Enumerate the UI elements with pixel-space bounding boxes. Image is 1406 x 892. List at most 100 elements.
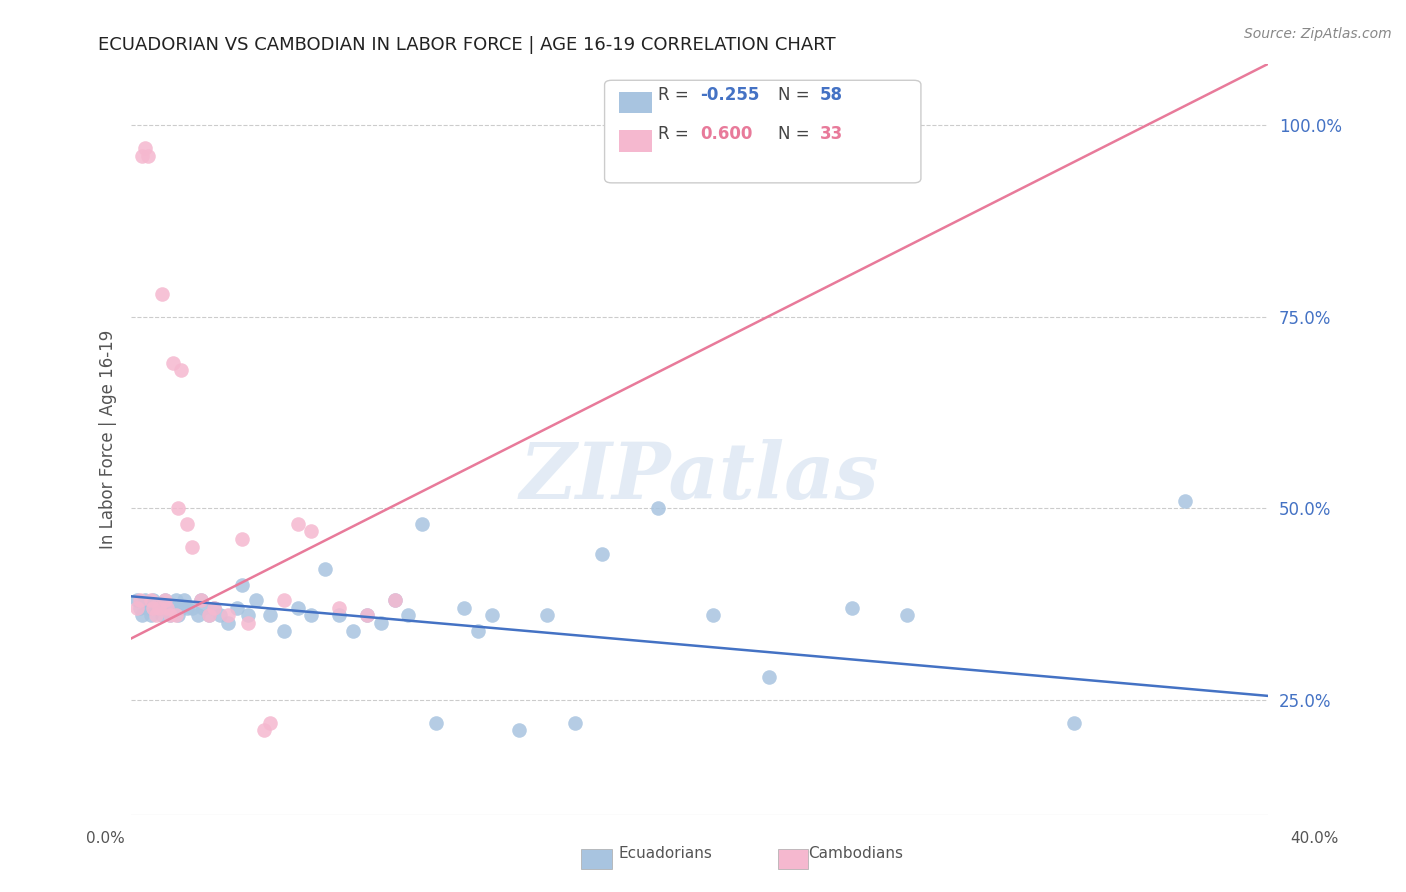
- Point: [181, 540, 204, 554]
- Text: ECUADORIAN VS CAMBODIAN IN LABOR FORCE | AGE 16-19 CORRELATION CHART: ECUADORIAN VS CAMBODIAN IN LABOR FORCE |…: [98, 36, 837, 54]
- Point: [176, 516, 198, 531]
- Text: R =: R =: [658, 125, 699, 143]
- Point: [170, 363, 193, 377]
- Point: [273, 593, 295, 607]
- Point: [167, 501, 190, 516]
- Text: 0.600: 0.600: [700, 125, 752, 143]
- Point: [170, 600, 193, 615]
- Point: [153, 593, 176, 607]
- Point: [198, 608, 221, 623]
- Point: [328, 600, 350, 615]
- Point: [125, 593, 148, 607]
- Text: Ecuadorians: Ecuadorians: [619, 847, 713, 861]
- Point: [173, 593, 195, 607]
- Text: ZIPatlas: ZIPatlas: [520, 439, 879, 515]
- Point: [758, 670, 780, 684]
- Point: [136, 149, 159, 163]
- Point: [287, 516, 309, 531]
- Point: [453, 600, 475, 615]
- Point: [193, 600, 215, 615]
- Point: [139, 608, 162, 623]
- Point: [314, 562, 336, 576]
- Point: [259, 608, 281, 623]
- Point: [187, 608, 209, 623]
- Point: [396, 608, 419, 623]
- Point: [287, 600, 309, 615]
- Point: [159, 608, 181, 623]
- Point: [236, 616, 259, 631]
- Point: [165, 608, 187, 623]
- Point: [231, 578, 253, 592]
- Point: [145, 600, 167, 615]
- Point: [299, 608, 322, 623]
- Point: [647, 501, 669, 516]
- Point: [190, 593, 212, 607]
- Point: [508, 723, 530, 738]
- Point: [1063, 715, 1085, 730]
- Point: [273, 624, 295, 638]
- Point: [253, 723, 276, 738]
- Text: 0.0%: 0.0%: [86, 831, 125, 846]
- Point: [370, 616, 392, 631]
- Point: [467, 624, 489, 638]
- Text: R =: R =: [658, 86, 695, 103]
- Point: [176, 600, 198, 615]
- Point: [202, 600, 225, 615]
- Point: [384, 593, 406, 607]
- Text: 33: 33: [820, 125, 844, 143]
- Point: [181, 600, 204, 615]
- Point: [165, 593, 187, 607]
- Point: [481, 608, 503, 623]
- Point: [150, 608, 173, 623]
- Point: [128, 600, 150, 615]
- Point: [156, 600, 179, 615]
- Point: [202, 600, 225, 615]
- Y-axis label: In Labor Force | Age 16-19: In Labor Force | Age 16-19: [100, 330, 117, 549]
- Point: [128, 593, 150, 607]
- Text: N =: N =: [778, 125, 814, 143]
- Text: 40.0%: 40.0%: [1291, 831, 1339, 846]
- Text: N =: N =: [778, 86, 814, 103]
- Point: [150, 286, 173, 301]
- Text: 58: 58: [820, 86, 842, 103]
- Point: [159, 608, 181, 623]
- Point: [225, 600, 247, 615]
- Point: [134, 593, 156, 607]
- Point: [1173, 493, 1195, 508]
- Text: Source: ZipAtlas.com: Source: ZipAtlas.com: [1244, 27, 1392, 41]
- Point: [145, 608, 167, 623]
- Point: [139, 593, 162, 607]
- Point: [841, 600, 863, 615]
- Point: [217, 616, 239, 631]
- Point: [134, 141, 156, 155]
- Point: [245, 593, 267, 607]
- Point: [167, 608, 190, 623]
- Point: [198, 608, 221, 623]
- Point: [342, 624, 364, 638]
- Point: [236, 608, 259, 623]
- Point: [384, 593, 406, 607]
- Point: [299, 524, 322, 539]
- Point: [356, 608, 378, 623]
- Point: [356, 608, 378, 623]
- Text: Cambodians: Cambodians: [808, 847, 904, 861]
- Text: -0.255: -0.255: [700, 86, 759, 103]
- Point: [208, 608, 231, 623]
- Point: [411, 516, 433, 531]
- Point: [162, 600, 184, 615]
- Point: [217, 608, 239, 623]
- Point: [259, 715, 281, 730]
- Point: [190, 593, 212, 607]
- Point: [536, 608, 558, 623]
- Point: [136, 600, 159, 615]
- Point: [153, 593, 176, 607]
- Point: [131, 608, 153, 623]
- Point: [231, 532, 253, 546]
- Point: [131, 149, 153, 163]
- Point: [156, 600, 179, 615]
- Point: [148, 600, 170, 615]
- Point: [142, 600, 165, 615]
- Point: [896, 608, 918, 623]
- Point: [162, 356, 184, 370]
- Point: [125, 600, 148, 615]
